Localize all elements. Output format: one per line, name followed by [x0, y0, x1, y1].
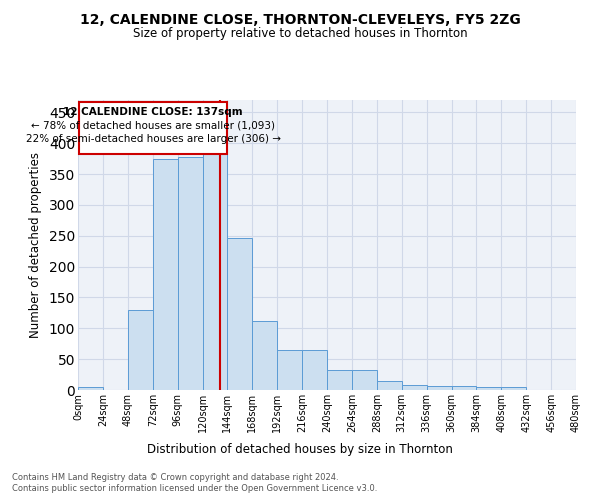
Text: Size of property relative to detached houses in Thornton: Size of property relative to detached ho…	[133, 28, 467, 40]
Bar	[502, 387, 526, 390]
Text: ← 78% of detached houses are smaller (1,093): ← 78% of detached houses are smaller (1,…	[31, 120, 275, 130]
Bar	[277, 350, 302, 390]
Bar	[377, 382, 402, 390]
Bar	[178, 157, 203, 390]
Bar	[576, 388, 600, 390]
FancyBboxPatch shape	[79, 102, 227, 154]
Bar	[227, 238, 253, 390]
Y-axis label: Number of detached properties: Number of detached properties	[29, 152, 42, 338]
Bar	[253, 321, 277, 390]
Bar	[352, 370, 377, 390]
Bar	[327, 370, 352, 390]
Bar	[78, 387, 103, 390]
Bar	[128, 310, 153, 390]
Text: 12, CALENDINE CLOSE, THORNTON-CLEVELEYS, FY5 2ZG: 12, CALENDINE CLOSE, THORNTON-CLEVELEYS,…	[80, 12, 520, 26]
Bar	[402, 385, 427, 390]
Bar	[476, 387, 502, 390]
Text: 22% of semi-detached houses are larger (306) →: 22% of semi-detached houses are larger (…	[26, 134, 281, 144]
Bar	[452, 386, 476, 390]
Bar	[302, 350, 327, 390]
Bar	[203, 134, 227, 390]
Text: Distribution of detached houses by size in Thornton: Distribution of detached houses by size …	[147, 442, 453, 456]
Bar	[427, 386, 452, 390]
Bar	[152, 158, 178, 390]
Text: Contains HM Land Registry data © Crown copyright and database right 2024.: Contains HM Land Registry data © Crown c…	[12, 472, 338, 482]
Text: 12 CALENDINE CLOSE: 137sqm: 12 CALENDINE CLOSE: 137sqm	[64, 107, 243, 117]
Text: Contains public sector information licensed under the Open Government Licence v3: Contains public sector information licen…	[12, 484, 377, 493]
